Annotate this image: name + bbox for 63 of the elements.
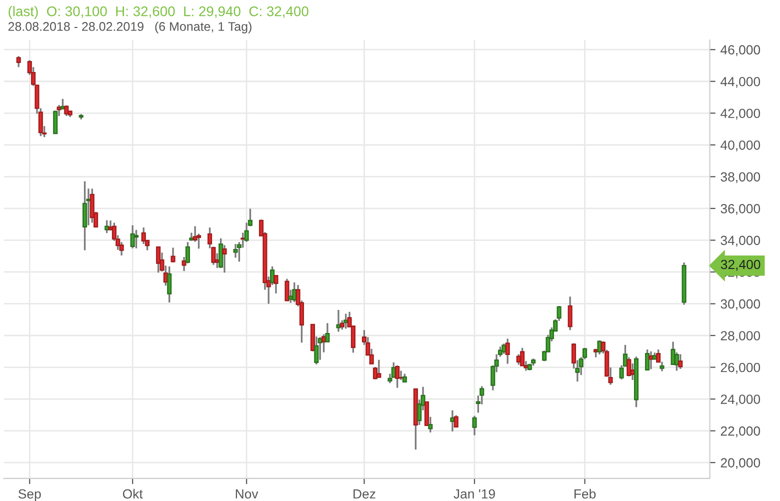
candlestick xyxy=(424,401,429,426)
candlestick xyxy=(472,415,477,436)
y-tick-label: 22,000 xyxy=(720,426,760,438)
chart-subtitle: 28.08.2018 - 28.02.2019 (6 Monate, 1 Tag) xyxy=(8,22,252,34)
candlestick xyxy=(575,359,580,382)
candlestick xyxy=(130,224,135,250)
x-tick-label: Jan '19 xyxy=(454,489,495,499)
candlestick xyxy=(660,360,664,372)
candlestick xyxy=(141,226,146,245)
y-tick-label: 26,000 xyxy=(720,362,760,374)
candlestick xyxy=(648,350,654,370)
y-tick-label: 44,000 xyxy=(720,76,760,88)
y-tick-label: 46,000 xyxy=(720,45,760,56)
candlestick xyxy=(90,188,94,224)
candlestick xyxy=(520,347,525,367)
candlestick xyxy=(568,296,572,331)
x-tick-label: Okt xyxy=(122,488,143,499)
candlestick xyxy=(502,342,506,355)
x-tick-label: Feb xyxy=(574,488,596,499)
candlestick xyxy=(284,278,290,302)
y-tick-label: 42,000 xyxy=(720,108,760,120)
candlestick xyxy=(597,340,602,356)
candlestick xyxy=(674,352,679,372)
candlestick xyxy=(428,416,433,434)
candlestick xyxy=(218,237,224,269)
candlestick xyxy=(480,385,484,406)
candlestick xyxy=(56,104,62,117)
candlestick xyxy=(318,336,322,361)
candlestick xyxy=(233,243,238,259)
candlestick xyxy=(398,370,404,381)
candlestick xyxy=(450,409,455,432)
candlestick xyxy=(156,246,161,274)
x-tick-label: Dez xyxy=(354,489,376,499)
candlestick xyxy=(505,338,510,365)
y-tick-label: 24,000 xyxy=(720,394,760,406)
candlestick xyxy=(222,244,227,274)
candlestick xyxy=(170,246,176,264)
candlestick xyxy=(678,353,683,370)
y-tick-label: 28,000 xyxy=(720,331,760,342)
x-tick-label: Nov xyxy=(236,489,258,499)
candlestick xyxy=(134,229,139,250)
candlestick xyxy=(336,309,341,333)
x-tick-label: Sep xyxy=(18,489,41,501)
candlestick xyxy=(167,266,172,304)
candlestick xyxy=(182,256,186,272)
y-tick-label: 30,000 xyxy=(720,299,760,310)
y-tick-label: 34,000 xyxy=(720,236,760,247)
candlestick xyxy=(645,348,650,371)
chart-title: (last) O: 30,100 H: 32,600 L: 29,940 C: 32,400 xyxy=(8,6,308,19)
y-tick-label: 36,000 xyxy=(720,204,760,215)
annotation: 32,400 xyxy=(720,260,760,271)
candlestick xyxy=(395,364,400,389)
candlestick xyxy=(240,232,246,249)
candlestick xyxy=(82,180,88,252)
candlestick xyxy=(314,336,319,366)
y-tick-label: 38,000 xyxy=(720,172,760,184)
candlestick xyxy=(16,55,21,68)
candlestick xyxy=(454,414,458,428)
candlestick xyxy=(376,358,382,378)
y-tick-label: 20,000 xyxy=(720,458,760,470)
candlestick xyxy=(626,356,632,378)
y-tick-label: 40,000 xyxy=(720,140,760,152)
candlestick xyxy=(288,288,293,304)
